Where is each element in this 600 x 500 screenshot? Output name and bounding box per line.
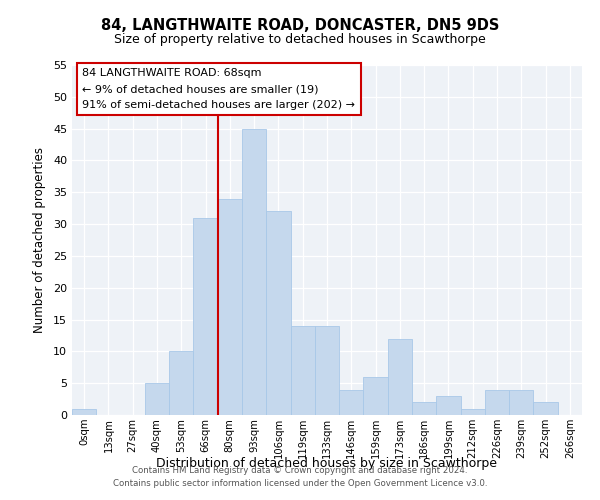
Bar — [145, 383, 169, 415]
Bar — [388, 338, 412, 415]
Text: 84 LANGTHWAITE ROAD: 68sqm
← 9% of detached houses are smaller (19)
91% of semi-: 84 LANGTHWAITE ROAD: 68sqm ← 9% of detac… — [82, 68, 355, 110]
Bar — [242, 128, 266, 415]
Bar — [169, 352, 193, 415]
Bar — [533, 402, 558, 415]
Bar — [436, 396, 461, 415]
Bar — [218, 198, 242, 415]
Bar — [266, 212, 290, 415]
Bar — [461, 408, 485, 415]
Text: 84, LANGTHWAITE ROAD, DONCASTER, DN5 9DS: 84, LANGTHWAITE ROAD, DONCASTER, DN5 9DS — [101, 18, 499, 32]
Bar — [485, 390, 509, 415]
Text: Size of property relative to detached houses in Scawthorpe: Size of property relative to detached ho… — [114, 32, 486, 46]
Bar — [315, 326, 339, 415]
Bar — [412, 402, 436, 415]
Bar — [364, 377, 388, 415]
Bar — [193, 218, 218, 415]
Y-axis label: Number of detached properties: Number of detached properties — [33, 147, 46, 333]
Text: Contains HM Land Registry data © Crown copyright and database right 2024.
Contai: Contains HM Land Registry data © Crown c… — [113, 466, 487, 487]
Bar — [72, 408, 96, 415]
Bar — [290, 326, 315, 415]
Bar — [339, 390, 364, 415]
Text: Distribution of detached houses by size in Scawthorpe: Distribution of detached houses by size … — [157, 458, 497, 470]
Bar — [509, 390, 533, 415]
